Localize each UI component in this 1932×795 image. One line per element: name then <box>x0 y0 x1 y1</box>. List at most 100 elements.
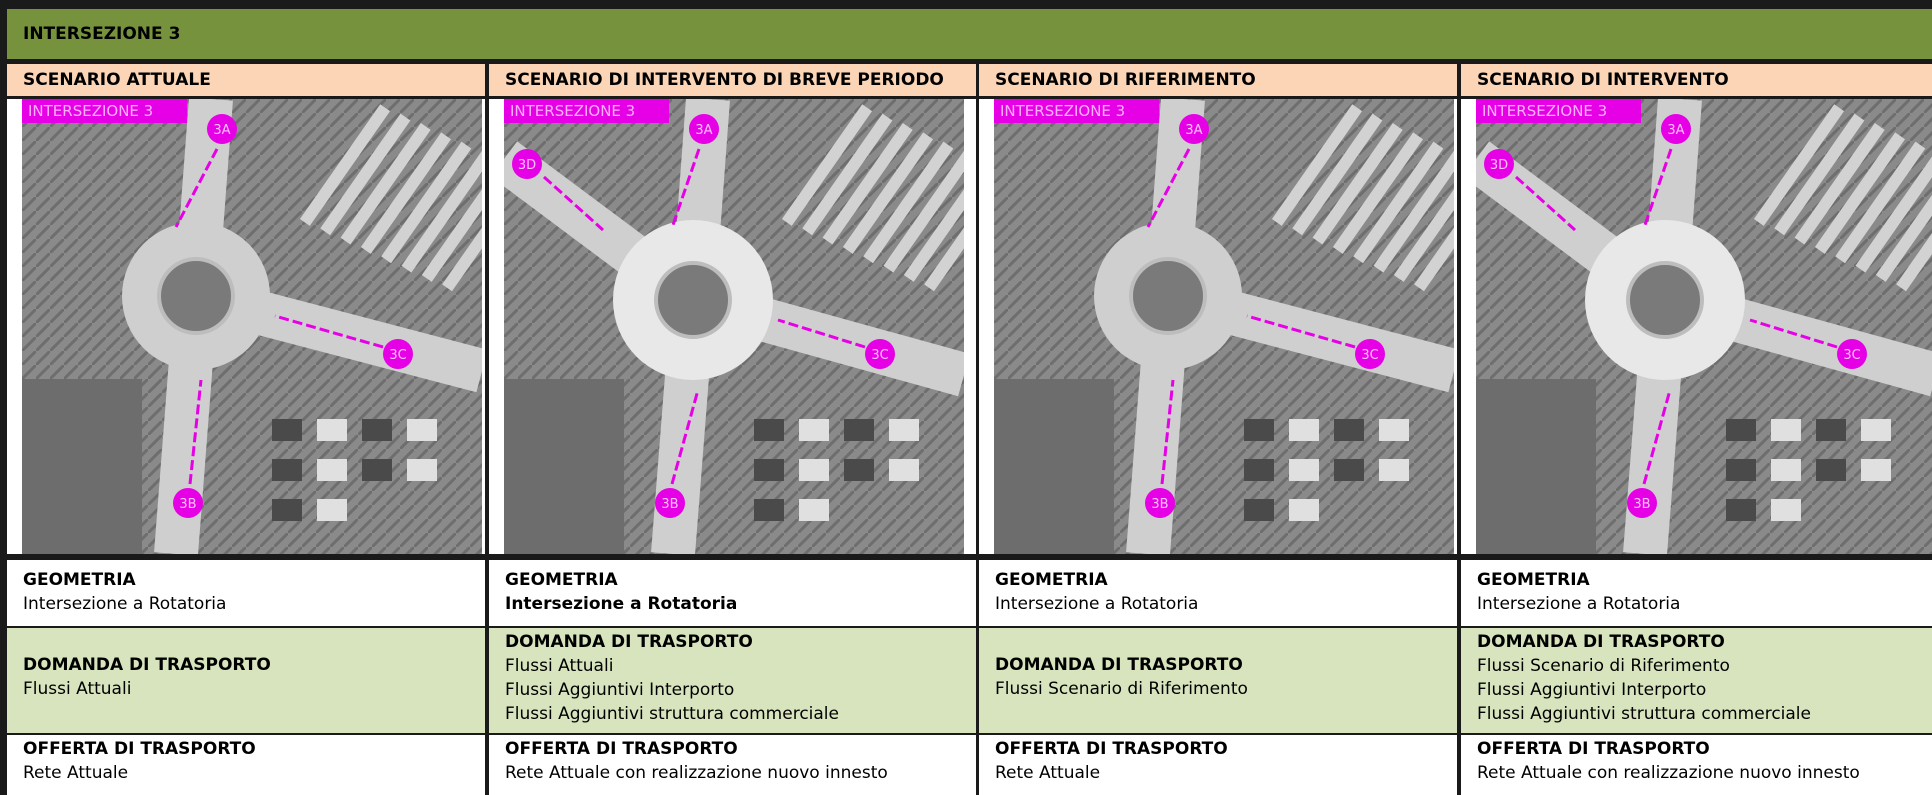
supply-label: OFFERTA DI TRASPORTO <box>995 739 1228 759</box>
building <box>1816 419 1846 441</box>
building <box>799 419 829 441</box>
demand-line: Flussi Aggiuntivi Interporto <box>1477 680 1707 700</box>
island <box>1129 257 1207 335</box>
point-marker <box>173 488 203 518</box>
building <box>799 459 829 481</box>
building <box>407 419 437 441</box>
building <box>317 459 347 481</box>
flow-arrow <box>777 318 866 349</box>
building <box>1289 419 1319 441</box>
building <box>754 499 784 521</box>
point-label: 3C <box>1361 348 1378 363</box>
building <box>844 419 874 441</box>
flow-arrow <box>670 389 700 485</box>
building <box>1861 419 1891 441</box>
map-cell: INTERSEZIONE 3 3A 3B 3C 3D <box>1461 99 1932 554</box>
badge-bg <box>994 99 1159 123</box>
warehouse-row <box>842 132 934 254</box>
warehouse-row <box>1896 169 1932 292</box>
building <box>889 419 919 441</box>
supply-cell: OFFERTA DI TRASPORTO Rete Attuale <box>979 735 1457 795</box>
point-label: 3B <box>179 497 196 512</box>
warehouse-row <box>1393 160 1454 282</box>
warehouse-row <box>1312 122 1403 245</box>
warehouse-row <box>802 113 893 236</box>
demand-cell: DOMANDA DI TRASPORTO Flussi Attuali <box>7 628 485 733</box>
supply-label: OFFERTA DI TRASPORTO <box>505 739 738 759</box>
building <box>1726 419 1756 441</box>
point-marker <box>512 149 542 179</box>
demand-label: DOMANDA DI TRASPORTO <box>995 655 1243 675</box>
demand-line: Flussi Attuali <box>23 679 132 699</box>
building <box>1244 499 1274 521</box>
building <box>799 499 829 521</box>
demand-label: DOMANDA DI TRASPORTO <box>1477 632 1725 652</box>
demand-label: DOMANDA DI TRASPORTO <box>23 655 271 675</box>
warehouse-row <box>360 132 452 254</box>
point-label: 3C <box>871 348 888 363</box>
badge-bg <box>504 99 669 123</box>
building <box>754 419 784 441</box>
warehouse-row <box>1414 169 1454 292</box>
column-header: SCENARIO DI RIFERIMENTO <box>979 64 1457 96</box>
column-header: SCENARIO DI INTERVENTO DI BREVE PERIODO <box>489 64 976 96</box>
demand-line: Flussi Aggiuntivi struttura commerciale <box>505 704 839 724</box>
warehouse-row <box>1271 104 1363 226</box>
point-marker <box>207 114 237 144</box>
building <box>1289 459 1319 481</box>
warehouse-row <box>822 122 913 245</box>
warehouse-row <box>863 141 954 264</box>
geometry-cell: GEOMETRIA Intersezione a Rotatoria <box>979 560 1457 626</box>
warehouse-row <box>924 169 964 292</box>
supply-cell: OFFERTA DI TRASPORTO Rete Attuale con rea… <box>489 735 976 795</box>
point-label: 3A <box>1667 123 1684 138</box>
building <box>754 459 784 481</box>
building <box>1289 499 1319 521</box>
building <box>1334 459 1364 481</box>
building <box>844 459 874 481</box>
warehouse-row <box>1814 132 1906 254</box>
building <box>889 459 919 481</box>
flow-arrow <box>274 314 384 349</box>
warehouse-row <box>299 104 391 226</box>
building <box>1726 459 1756 481</box>
map-image: INTERSEZIONE 3 3A 3B 3C <box>22 99 482 554</box>
warehouse-row <box>340 122 431 245</box>
demand-cell: DOMANDA DI TRASPORTO Flussi Attuali Flussi… <box>489 628 976 733</box>
map-cell: INTERSEZIONE 3 3A 3B 3C 3D <box>489 99 976 554</box>
demand-label: DOMANDA DI TRASPORTO <box>505 632 753 652</box>
demand-line: Flussi Aggiuntivi Interporto <box>505 680 735 700</box>
map-image: INTERSEZIONE 3 3A 3B 3C 3D <box>1476 99 1932 554</box>
supply-cell: OFFERTA DI TRASPORTO Rete Attuale <box>7 735 485 795</box>
demand-cell: DOMANDA DI TRASPORTO Flussi Scenario di R… <box>979 628 1457 733</box>
flow-arrow <box>1749 318 1838 349</box>
geometry-label: GEOMETRIA <box>1477 570 1590 590</box>
demand-cell: DOMANDA DI TRASPORTO Flussi Scenario di R… <box>1461 628 1932 733</box>
warehouse-row <box>1292 113 1383 236</box>
point-label: 3B <box>1151 497 1168 512</box>
map-badge: INTERSEZIONE 3 <box>510 102 635 120</box>
point-marker <box>689 114 719 144</box>
field <box>504 379 624 554</box>
building <box>1771 459 1801 481</box>
point-label: 3C <box>389 348 406 363</box>
warehouse-row <box>421 160 482 282</box>
supply-value: Rete Attuale con realizzazione nuovo inn… <box>505 763 888 783</box>
flow-arrow <box>1246 314 1356 349</box>
geometry-cell: GEOMETRIA Intersezione a Rotatoria <box>489 560 976 626</box>
column-header: SCENARIO DI INTERVENTO <box>1461 64 1932 96</box>
column-header: SCENARIO ATTUALE <box>7 64 485 96</box>
warehouse-row <box>401 151 482 273</box>
point-marker <box>1661 114 1691 144</box>
field <box>22 379 142 554</box>
geometry-value: Intersezione a Rotatoria <box>23 594 227 614</box>
building <box>1244 419 1274 441</box>
geometry-cell: GEOMETRIA Intersezione a Rotatoria <box>1461 560 1932 626</box>
building <box>1771 419 1801 441</box>
map-badge: INTERSEZIONE 3 <box>1482 102 1607 120</box>
building <box>317 499 347 521</box>
geometry-label: GEOMETRIA <box>505 570 618 590</box>
building <box>362 459 392 481</box>
geometry-value: Intersezione a Rotatoria <box>505 594 738 614</box>
